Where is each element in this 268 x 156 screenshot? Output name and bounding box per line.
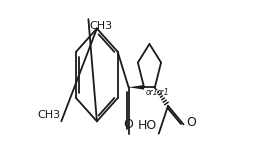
Text: O: O bbox=[186, 116, 196, 129]
Text: or1: or1 bbox=[146, 88, 158, 97]
Text: or1: or1 bbox=[157, 88, 169, 97]
Text: CH3: CH3 bbox=[89, 21, 112, 31]
Text: O: O bbox=[124, 118, 133, 131]
Text: CH3: CH3 bbox=[38, 110, 61, 120]
Text: HO: HO bbox=[138, 119, 157, 132]
Polygon shape bbox=[129, 85, 144, 90]
